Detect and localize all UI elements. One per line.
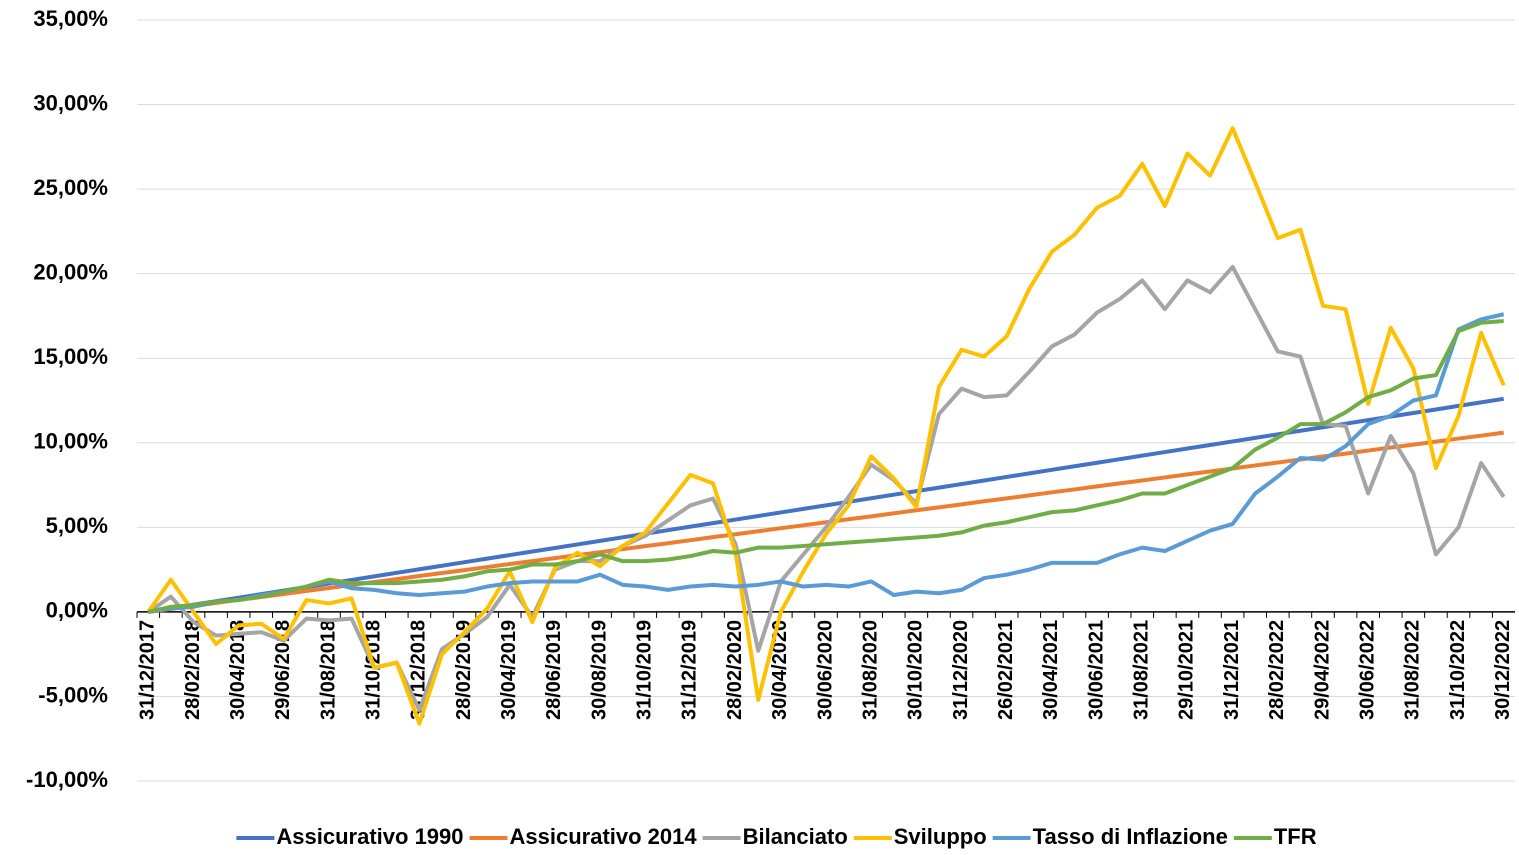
x-tick-label: 28/02/2022 [1266,620,1288,720]
x-tick-label: 30/06/2021 [1085,620,1107,720]
y-tick-label: 35,00% [33,6,108,31]
x-tick-label: 31/12/2017 [137,620,159,720]
y-tick-label: -10,00% [26,767,108,792]
x-tick-label: 30/04/2018 [227,620,249,720]
legend-label: Bilanciato [743,824,848,849]
x-tick-label: 29/10/2021 [1176,620,1198,720]
x-tick-label: 28/02/2018 [182,620,204,720]
legend-label: TFR [1274,824,1317,849]
x-tick-label: 26/02/2021 [995,620,1017,720]
x-tick-label: 30/08/2019 [588,620,610,720]
x-tick-label: 29/04/2022 [1311,620,1333,720]
y-tick-label: 20,00% [33,259,108,284]
series-line [147,312,1505,614]
x-tick-label: 31/12/2020 [950,620,972,720]
x-tick-label: 30/04/2020 [769,620,791,720]
x-tick-label: 30/10/2020 [905,620,927,720]
legend: Assicurativo 1990 Assicurativo 2014 Bilanc… [236,824,1317,849]
legend-label: Tasso di Inflazione [1033,824,1228,849]
legend-label: Sviluppo [894,824,987,849]
x-tick-label: 31/10/2019 [634,620,656,720]
x-tick-label: 28/06/2019 [543,620,565,720]
x-tick-label: 30/06/2020 [814,620,836,720]
y-tick-label: -5,00% [38,682,108,707]
x-tick-label: 31/08/2018 [317,620,339,720]
x-tick-label: 30/04/2021 [1040,620,1062,720]
series-line [147,319,1504,614]
x-tick-label: 31/08/2021 [1131,620,1153,720]
legend-label: Assicurativo 1990 [276,824,463,849]
x-tick-label: 30/04/2019 [498,620,520,720]
series-line [147,396,1505,614]
y-tick-label: 5,00% [46,513,108,538]
x-tick-label: 31/10/2018 [362,620,384,720]
x-tick-label: 31/12/2021 [1221,620,1243,720]
x-tick-label: 30/12/2022 [1492,620,1514,720]
y-tick-label: 0,00% [46,598,108,623]
series-line [146,126,1506,726]
x-tick-label: 31/12/2019 [679,620,701,720]
x-tick-label: 31/10/2022 [1447,620,1469,720]
y-tick-label: 15,00% [33,344,108,369]
x-tick-label: 29/06/2018 [272,620,294,720]
x-tick-label: 28/02/2019 [453,620,475,720]
y-tick-label: 30,00% [33,90,108,115]
x-tick-label: 28/02/2020 [724,620,746,720]
x-tick-label: 31/08/2020 [859,620,881,720]
y-tick-label: 10,00% [33,429,108,454]
legend-label: Assicurativo 2014 [510,824,698,849]
x-tick-label: 30/06/2022 [1356,620,1378,720]
x-tick-label: 31/08/2022 [1402,620,1424,720]
y-tick-label: 25,00% [33,175,108,200]
